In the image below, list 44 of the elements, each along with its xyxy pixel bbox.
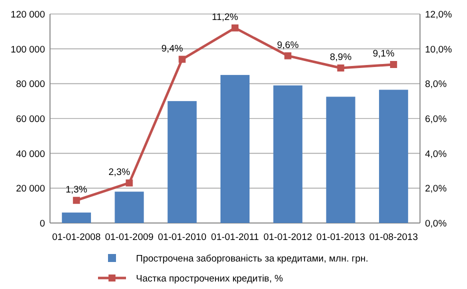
- point: [126, 179, 133, 186]
- data-label: 2,3%: [108, 166, 131, 178]
- point: [232, 24, 238, 32]
- x-tick-label: 01-01-2008: [52, 232, 101, 243]
- y-tick-label: 20 000: [16, 184, 45, 195]
- bar: [273, 85, 302, 223]
- x-tick-label: 01-01-2010: [158, 232, 206, 243]
- point: [72, 196, 80, 204]
- x-tick-label: 01-08-2013: [369, 232, 418, 243]
- y2-tick-label: 8,0%: [425, 79, 448, 90]
- bar: [62, 212, 91, 223]
- y2-tick-label: 4,0%: [425, 148, 448, 160]
- x-tick-label: 01-01-2011: [211, 232, 259, 243]
- data-label: 9,4%: [161, 43, 184, 54]
- y2-tick-label: 0,0%: [425, 218, 448, 230]
- point: [284, 52, 292, 60]
- y-tick-label: 60 000: [16, 114, 45, 125]
- data-label: 9,1%: [372, 48, 395, 60]
- data-label: 9,6%: [277, 40, 300, 51]
- legend-label: Прострочена заборгованість за кредитами, млн. грн.: [136, 254, 368, 264]
- legend-label: Частка прострочених кредитів, %: [136, 274, 284, 284]
- x-tick-label: 01-01-2009: [104, 232, 154, 243]
- bar: [220, 74, 250, 223]
- y2-tick-label: 6,0%: [425, 114, 448, 125]
- x-tick-label: 01-01-2013: [316, 232, 366, 243]
- x-tick-label: 01-01-2012: [264, 232, 312, 243]
- bar: [168, 101, 197, 223]
- point: [390, 61, 398, 68]
- point: [178, 56, 186, 63]
- y-tick-label: 80 000: [16, 79, 45, 90]
- y2-tick-label: 10,0%: [425, 44, 452, 56]
- y-tick-label: 100 000: [10, 44, 45, 56]
- y-tick-label: 120 000: [10, 10, 45, 20]
- y2-tick-label: 2,0%: [425, 184, 448, 195]
- y-tick-label: 40 000: [16, 148, 45, 160]
- point: [337, 64, 344, 72]
- y2-tick-label: 12,0%: [425, 10, 452, 20]
- data-label: 8,9%: [330, 52, 352, 63]
- bar: [379, 90, 408, 223]
- bar: [114, 192, 144, 223]
- y-tick-label: 0: [40, 218, 45, 230]
- data-label: 1,3%: [66, 184, 88, 196]
- data-label: 11,2%: [212, 12, 239, 23]
- bar: [326, 96, 356, 223]
